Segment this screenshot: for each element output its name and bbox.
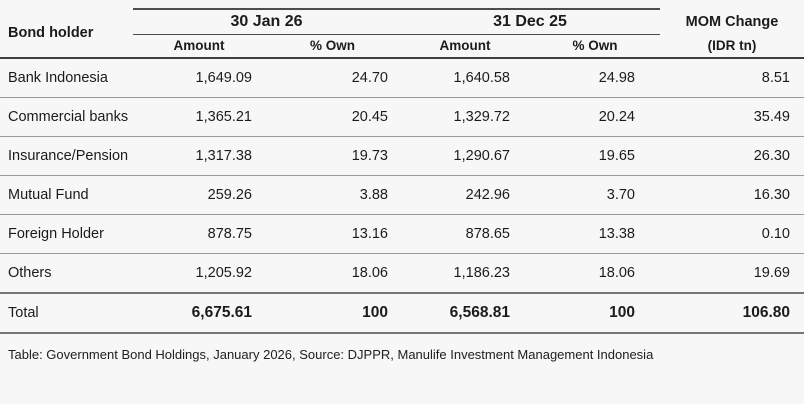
dec-amount-value: 1,290.67 [400,136,530,176]
table-row: Foreign Holder 878.75 13.16 878.65 13.38… [0,214,804,254]
date-group-header-31dec25: 31 Dec 25 [400,8,660,35]
jan-own-value: 18.06 [265,253,400,294]
jan-amount-value: 1,365.21 [133,97,265,137]
jan-own-value: 3.88 [265,175,400,215]
total-label: Total [0,292,133,334]
table-row: Insurance/Pension 1,317.38 19.73 1,290.6… [0,136,804,176]
mom-change-value: 26.30 [660,136,804,176]
total-jan-own: 100 [265,292,400,334]
table-row: Mutual Fund 259.26 3.88 242.96 3.70 16.3… [0,175,804,215]
holder-name: Foreign Holder [0,214,133,254]
total-jan-amount: 6,675.61 [133,292,265,334]
mom-change-value: 19.69 [660,253,804,294]
holder-name: Mutual Fund [0,175,133,215]
holder-name: Commercial banks [0,97,133,137]
dec-own-value: 18.06 [530,253,660,294]
mom-unit-header: (IDR tn) [660,34,804,59]
holder-name: Bank Indonesia [0,58,133,98]
mom-change-value: 8.51 [660,58,804,98]
jan-amount-value: 878.75 [133,214,265,254]
bond-holdings-table: Bond holder 30 Jan 26 31 Dec 25 MOM Chan… [0,8,804,334]
dec-own-value: 20.24 [530,97,660,137]
jan-amount-value: 1,649.09 [133,58,265,98]
jan-amount-header: Amount [133,34,265,59]
dec-amount-header: Amount [400,34,530,59]
bond-holdings-table-figure: Bond holder 30 Jan 26 31 Dec 25 MOM Chan… [0,8,804,362]
jan-own-value: 20.45 [265,97,400,137]
dec-own-value: 19.65 [530,136,660,176]
dec-amount-value: 1,640.58 [400,58,530,98]
jan-amount-value: 259.26 [133,175,265,215]
dec-amount-value: 1,329.72 [400,97,530,137]
dec-amount-value: 878.65 [400,214,530,254]
total-dec-amount: 6,568.81 [400,292,530,334]
jan-own-value: 24.70 [265,58,400,98]
table-row: Others 1,205.92 18.06 1,186.23 18.06 19.… [0,253,804,294]
jan-amount-value: 1,317.38 [133,136,265,176]
table-row: Commercial banks 1,365.21 20.45 1,329.72… [0,97,804,137]
dec-amount-value: 242.96 [400,175,530,215]
mom-change-value: 35.49 [660,97,804,137]
holder-name: Others [0,253,133,294]
mom-change-value: 0.10 [660,214,804,254]
total-row: Total 6,675.61 100 6,568.81 100 106.80 [0,292,804,334]
jan-own-value: 13.16 [265,214,400,254]
dec-own-value: 3.70 [530,175,660,215]
mom-change-header: MOM Change [685,13,779,30]
table-caption: Table: Government Bond Holdings, January… [8,347,654,362]
dec-own-value: 24.98 [530,58,660,98]
mom-change-value: 16.30 [660,175,804,215]
dec-amount-value: 1,186.23 [400,253,530,294]
date-group-header-30jan26: 30 Jan 26 [133,8,400,35]
jan-amount-value: 1,205.92 [133,253,265,294]
bond-holder-header: Bond holder [0,9,133,59]
jan-own-value: 19.73 [265,136,400,176]
total-dec-own: 100 [530,292,660,334]
holder-name: Insurance/Pension [0,136,133,176]
table-row: Bank Indonesia 1,649.09 24.70 1,640.58 2… [0,58,804,98]
dec-own-header: % Own [530,34,660,59]
dec-own-value: 13.38 [530,214,660,254]
total-mom-change: 106.80 [660,292,804,334]
jan-own-header: % Own [265,34,400,59]
